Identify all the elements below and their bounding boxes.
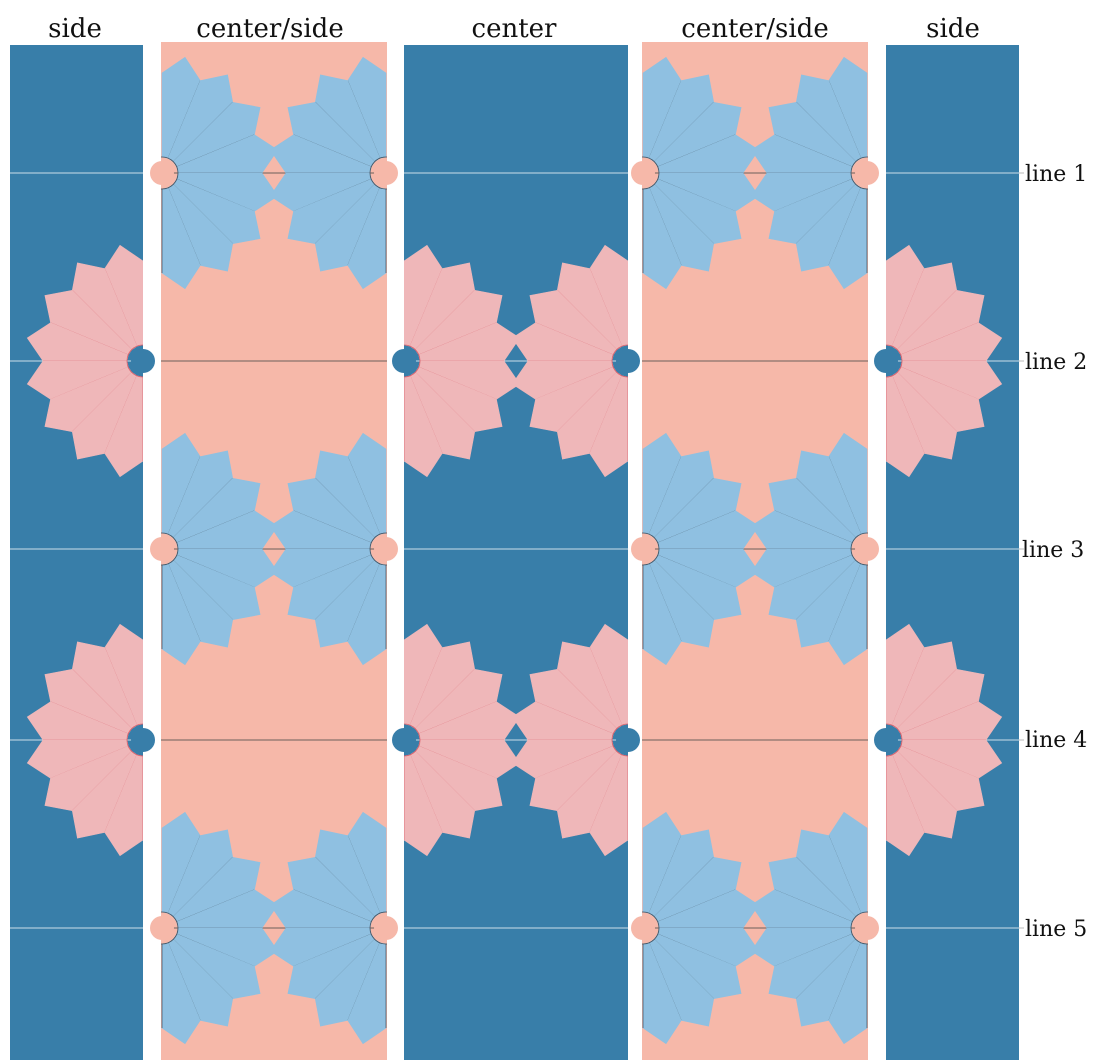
column-title-center-side-left: center/side [196, 14, 343, 44]
column-title-center-side-right: center/side [681, 14, 828, 44]
fan-center [126, 723, 143, 757]
fan-notch [855, 161, 879, 185]
line-label-2: line 2 [1025, 350, 1087, 375]
fan-notch [131, 349, 155, 373]
fan-notch [616, 728, 640, 752]
pink-fan [26, 623, 143, 857]
fan-center [642, 156, 660, 190]
line-labels: line 1 line 2 line 3 line 4 line 5 [1022, 162, 1087, 942]
fan-center [161, 156, 179, 190]
blue-fan-left [642, 56, 760, 290]
fan-center [126, 344, 143, 378]
fan-center [369, 156, 387, 190]
fan-center [886, 723, 903, 757]
fan-center [161, 532, 179, 566]
fan-notch [392, 728, 416, 752]
strip-5 [886, 45, 1019, 1060]
fan-notch [150, 916, 174, 940]
column-title-side-left: side [48, 14, 102, 44]
blue-fan-left [642, 432, 760, 666]
fan-center [611, 723, 628, 757]
fan-center [850, 532, 868, 566]
blue-fan-right [269, 811, 387, 1045]
fan-notch [855, 916, 879, 940]
column-title-side-right: side [926, 14, 980, 44]
column-titles: side center/side center center/side side [48, 14, 980, 44]
blue-fan-right [750, 56, 868, 290]
fan-notch [131, 728, 155, 752]
line-label-1: line 1 [1025, 162, 1087, 187]
blue-fan-right [269, 432, 387, 666]
blue-fan-left [161, 811, 279, 1045]
line-label-4: line 4 [1025, 728, 1087, 753]
fan-notch [374, 161, 398, 185]
pink-fan [511, 244, 628, 478]
fan-notch [631, 161, 655, 185]
fan-center [850, 911, 868, 945]
pink-fan [404, 623, 521, 857]
pink-fan [886, 244, 1003, 478]
blue-fan-left [161, 56, 279, 290]
fan-notch [150, 161, 174, 185]
fan-center [404, 723, 421, 757]
pink-fan [404, 244, 521, 478]
blue-fan-right [750, 432, 868, 666]
strip-3 [404, 45, 628, 1060]
fan-notch [855, 537, 879, 561]
strip-1 [10, 45, 143, 1060]
fan-center [369, 532, 387, 566]
fan-center [161, 911, 179, 945]
blue-fan-right [750, 811, 868, 1045]
dresden-fans [26, 56, 1003, 1045]
pink-fan [511, 623, 628, 857]
fan-notch [374, 537, 398, 561]
fan-center [886, 344, 903, 378]
fan-notch [631, 916, 655, 940]
line-label-3: line 3 [1022, 538, 1084, 563]
blue-fan-left [161, 432, 279, 666]
fan-center [404, 344, 421, 378]
fan-center [642, 911, 660, 945]
pink-fan [886, 623, 1003, 857]
column-title-center: center [472, 14, 558, 44]
fan-notch [631, 537, 655, 561]
fan-notch [150, 537, 174, 561]
fan-notch [374, 916, 398, 940]
blue-fan-left [642, 811, 760, 1045]
fan-center [369, 911, 387, 945]
line-label-5: line 5 [1025, 917, 1087, 942]
fan-notch [874, 349, 898, 373]
fan-notch [874, 728, 898, 752]
pink-fan [26, 244, 143, 478]
fan-notch [616, 349, 640, 373]
fan-notch [392, 349, 416, 373]
fan-center [642, 532, 660, 566]
fan-center [611, 344, 628, 378]
fan-center [850, 156, 868, 190]
blue-fan-right [269, 56, 387, 290]
